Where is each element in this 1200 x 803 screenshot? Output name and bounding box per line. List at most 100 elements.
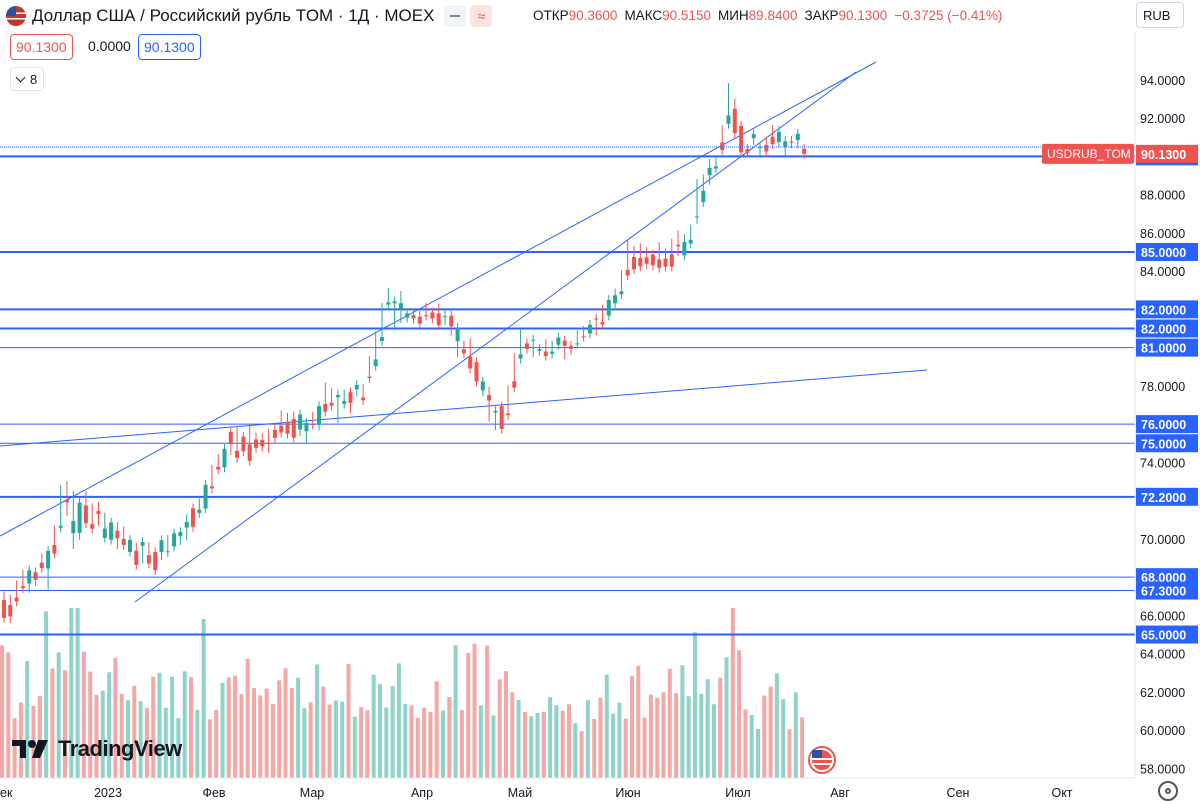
volume-bar bbox=[289, 688, 294, 778]
level-tag bbox=[1136, 434, 1198, 453]
candle-body bbox=[209, 486, 214, 489]
trend-line-upper-channel bbox=[0, 61, 877, 537]
candle-body bbox=[348, 392, 353, 403]
ask-box[interactable]: 90.1300 bbox=[138, 34, 201, 60]
candle-body bbox=[751, 133, 756, 139]
volume-bar bbox=[422, 707, 427, 778]
volume-bar bbox=[396, 663, 401, 778]
candle-body bbox=[329, 402, 334, 406]
volume-bar bbox=[598, 697, 603, 778]
volume-bar bbox=[214, 709, 219, 778]
volume-bar bbox=[472, 643, 477, 778]
volume-bar bbox=[630, 676, 634, 778]
candle-body bbox=[342, 400, 347, 404]
volume-bar bbox=[384, 707, 389, 778]
volume-bar bbox=[207, 719, 212, 778]
volume-bar bbox=[277, 680, 282, 778]
ohlc-values: ОТКР90.3600 МАКС90.5150 МИН89.8400 ЗАКР90.1… bbox=[533, 8, 1009, 23]
volume-bar bbox=[308, 702, 313, 778]
candle-body bbox=[298, 414, 303, 430]
volume-bar bbox=[157, 672, 162, 778]
volume-bar bbox=[762, 695, 767, 778]
candle-body bbox=[638, 257, 643, 267]
volume-bar bbox=[390, 685, 395, 778]
candle-body bbox=[789, 141, 794, 143]
level-tag-label: 85.0000 bbox=[1141, 246, 1186, 260]
candle-body bbox=[739, 125, 744, 153]
level-tag bbox=[1136, 300, 1198, 319]
wave-icon[interactable]: ≈ bbox=[470, 5, 493, 27]
volume-bar bbox=[44, 611, 49, 778]
volume-bar bbox=[100, 690, 105, 778]
logo-text: TradingView bbox=[58, 736, 182, 761]
candle-body bbox=[600, 322, 605, 325]
volume-bar bbox=[264, 688, 269, 778]
candle-body bbox=[764, 144, 769, 152]
volume-bar bbox=[403, 703, 408, 778]
horizontal-levels bbox=[0, 155, 1135, 636]
volume-bar bbox=[560, 710, 565, 778]
time-tick-label: Июл bbox=[725, 786, 750, 800]
price-tick-label: 60.0000 bbox=[1140, 724, 1185, 738]
time-tick-label: Фев bbox=[202, 786, 225, 800]
volume-bar bbox=[485, 645, 490, 778]
candle-body bbox=[102, 528, 107, 538]
level-tag-label: 72.2000 bbox=[1141, 491, 1186, 505]
candle-body bbox=[713, 166, 718, 169]
candle-body bbox=[197, 509, 202, 513]
volume-bar bbox=[699, 693, 704, 778]
candle-body bbox=[720, 142, 725, 151]
last-price-label: 90.1300 bbox=[1141, 148, 1186, 162]
volume-bar bbox=[541, 712, 546, 778]
indicators-toggle[interactable]: 8 bbox=[10, 67, 45, 91]
volume-bar bbox=[189, 677, 193, 778]
us-flag-icon bbox=[6, 6, 26, 26]
candle-body bbox=[613, 295, 618, 304]
candle-body bbox=[71, 521, 76, 534]
level-tag bbox=[1136, 415, 1198, 434]
candle-body bbox=[644, 257, 649, 264]
candle-body bbox=[682, 241, 687, 256]
candle-body bbox=[650, 254, 655, 266]
currency-select[interactable]: RUB bbox=[1136, 2, 1184, 28]
price-tick-label: 70.0000 bbox=[1140, 533, 1185, 547]
candle-body bbox=[260, 440, 265, 447]
price-tick-label: 84.0000 bbox=[1140, 265, 1185, 279]
volume-bar bbox=[579, 731, 584, 778]
high-value: 90.5150 bbox=[662, 8, 711, 23]
candle-body bbox=[625, 269, 630, 276]
volume-bar bbox=[170, 676, 175, 778]
candle-body bbox=[436, 313, 441, 326]
indicator-count: 8 bbox=[30, 71, 38, 87]
candle-body bbox=[115, 530, 120, 539]
hide-indicators-icon[interactable] bbox=[444, 5, 467, 27]
candle-body bbox=[632, 256, 636, 270]
volume-bar bbox=[573, 723, 578, 778]
candle-body bbox=[310, 424, 315, 426]
volume-bar bbox=[648, 694, 653, 778]
volume-bar bbox=[126, 700, 130, 778]
volume-bar bbox=[592, 719, 597, 778]
volume-bar bbox=[315, 664, 319, 778]
volume-bar bbox=[529, 716, 534, 778]
tradingview-logo[interactable]: TradingView bbox=[12, 736, 182, 762]
candle-body bbox=[606, 299, 611, 316]
candle-body bbox=[222, 448, 227, 468]
settings-gear-icon[interactable] bbox=[1158, 781, 1178, 801]
volume-bar bbox=[636, 665, 641, 778]
last-price-tag bbox=[1136, 144, 1198, 163]
bid-box[interactable]: 90.1300 bbox=[10, 34, 73, 60]
symbol-title[interactable]: Доллар США / Российский рубль TOM · 1Д ·… bbox=[32, 6, 435, 25]
candle-body bbox=[449, 315, 454, 327]
volume-bar bbox=[623, 718, 628, 778]
candle-body bbox=[499, 406, 504, 429]
candle-body bbox=[430, 312, 435, 319]
level-tag-label: 75.0000 bbox=[1141, 437, 1186, 451]
price-tick-label: 86.0000 bbox=[1140, 227, 1185, 241]
candle-body bbox=[487, 395, 492, 401]
level-tag-label: 67.3000 bbox=[1141, 585, 1186, 599]
level-tag bbox=[1136, 487, 1198, 506]
symbol-tag bbox=[1042, 143, 1134, 164]
candle-body bbox=[77, 502, 82, 533]
